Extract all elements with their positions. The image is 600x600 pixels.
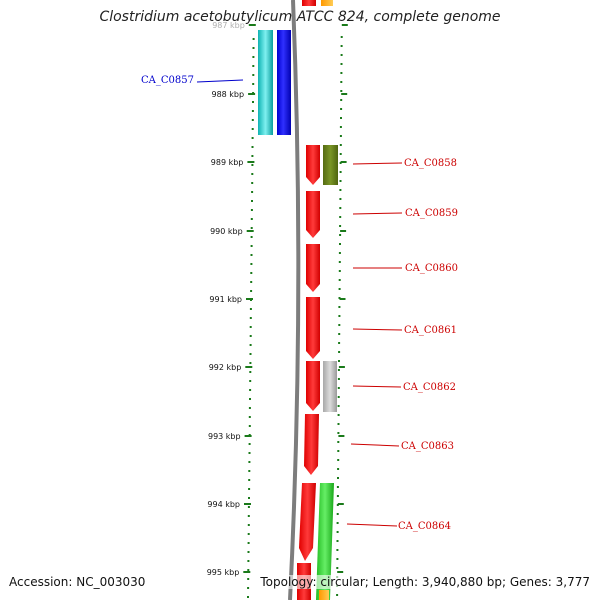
- leader-line-ca-c0857: [196, 79, 244, 83]
- tick-mark-inner: [337, 571, 344, 573]
- gene-feature-ca-c0861: [306, 297, 320, 359]
- gene-labels: CA_C0857 CA_C0858 CA_C0859 CA_C0860 CA_C0861…: [141, 75, 458, 532]
- tick-label: 989 kbp: [211, 158, 244, 167]
- tick-label: 988 kbp: [211, 90, 244, 99]
- leader-line-ca-c0863: [350, 443, 400, 447]
- gene-label-ca-c0857: CA_C0857: [141, 75, 194, 86]
- tick-label: 995 kbp: [207, 568, 240, 577]
- tick-mark: [245, 366, 253, 368]
- gene-label-ca-c0860: CA_C0860: [405, 263, 458, 274]
- gene-feature-orange-bottom: [319, 590, 329, 600]
- tick-mark: [248, 93, 256, 95]
- gene-feature-ca-c0858: [306, 145, 320, 185]
- leader-line-ca-c0859: [352, 212, 403, 215]
- map-title: Clostridium acetobutylicum ATCC 824, com…: [99, 9, 501, 25]
- tick-label: 990 kbp: [210, 227, 243, 236]
- gene-label-ca-c0862: CA_C0862: [403, 382, 456, 393]
- outer-dotted-ring: [247, 38, 255, 598]
- inner-dotted-ring: [336, 36, 343, 596]
- gene-feature-ca-c0860: [306, 244, 320, 292]
- tick-mark-inner: [341, 24, 348, 26]
- genome-stats-text: Topology: circular; Length: 3,940,880 bp…: [260, 575, 590, 589]
- tick-mark-inner: [338, 435, 345, 437]
- tick-mark: [244, 435, 252, 437]
- leader-lines: [196, 79, 403, 527]
- tick-mark-inner: [339, 298, 346, 300]
- gene-feature-orange-top: [321, 0, 333, 6]
- tick-label: 994 kbp: [207, 500, 240, 509]
- accession-text: Accession: NC_003030: [9, 575, 146, 589]
- tick-mark-inner: [340, 230, 347, 232]
- tick-label: 992 kbp: [209, 363, 242, 372]
- gene-label-ca-c0861: CA_C0861: [404, 325, 457, 336]
- tick-mark: [246, 230, 254, 232]
- gene-feature-gray: [323, 361, 337, 412]
- gene-feature-ca-c0864: [299, 483, 316, 561]
- gene-label-ca-c0863: CA_C0863: [401, 441, 454, 452]
- tick-mark-inner: [341, 93, 348, 95]
- tick-mark: [247, 161, 255, 163]
- tick-mark-inner: [338, 366, 345, 368]
- gene-label-ca-c0859: CA_C0859: [405, 208, 458, 219]
- tick-label: 987 kbp: [212, 21, 245, 30]
- position-ticks: 987 kbp 988 kbp 989 kbp 990 kbp 991 kbp 992 k…: [207, 21, 348, 577]
- tick-label: 993 kbp: [208, 432, 241, 441]
- genome-backbone: [288, 0, 301, 600]
- gene-feature-olive: [323, 145, 338, 185]
- tick-mark: [246, 298, 253, 300]
- gene-feature-cyan: [258, 30, 273, 135]
- gene-feature-ca-c0857: [277, 30, 291, 135]
- gene-feature-red-top: [302, 0, 316, 6]
- tick-mark-inner: [337, 503, 344, 505]
- gene-feature-green: [316, 483, 334, 600]
- gene-label-ca-c0864: CA_C0864: [398, 521, 451, 532]
- tick-label: 991 kbp: [209, 295, 242, 304]
- gene-feature-ca-c0863: [304, 414, 319, 475]
- leader-line-ca-c0864: [346, 523, 398, 527]
- tick-mark: [243, 571, 251, 573]
- gene-feature-ca-c0862: [306, 361, 320, 411]
- leader-line-ca-c0858: [352, 162, 403, 165]
- gene-feature-ca-c0859: [306, 191, 320, 238]
- tick-mark-inner: [340, 161, 347, 163]
- leader-line-ca-c0861: [352, 328, 403, 331]
- gene-label-ca-c0858: CA_C0858: [404, 158, 457, 169]
- tick-mark: [244, 503, 251, 505]
- leader-line-ca-c0862: [352, 385, 402, 388]
- tick-mark: [248, 24, 256, 26]
